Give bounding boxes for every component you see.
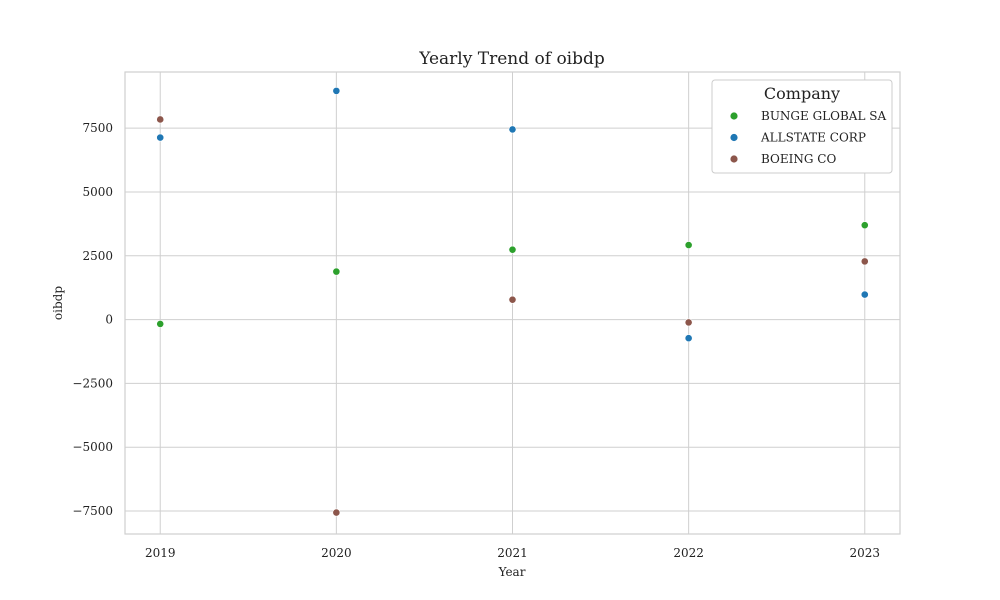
y-tick-label: 0 [105, 313, 113, 327]
legend-label: BOEING CO [761, 152, 836, 166]
x-tick-label: 2023 [849, 546, 880, 560]
legend-marker [730, 133, 738, 142]
x-tick-label: 2021 [497, 546, 528, 560]
legend-items: BUNGE GLOBAL SA ALLSTATE CORP BOEING CO [730, 109, 886, 166]
legend: Company BUNGE GLOBAL SA ALLSTATE CORP BOEI… [711, 79, 893, 174]
chart-title: Yearly Trend of oibdp [418, 49, 605, 69]
legend-marker [730, 112, 738, 120]
x-axis-label: Year [498, 565, 526, 579]
y-tick-label: 2500 [82, 249, 113, 263]
y-tick-label: 5000 [82, 185, 113, 199]
y-tick-label: −2500 [72, 376, 113, 390]
x-tick-label: 2020 [321, 546, 352, 560]
data-point [860, 257, 869, 266]
legend-title: Company [764, 84, 840, 103]
legend-label: ALLSTATE CORP [760, 131, 866, 145]
y-tick-label: −5000 [72, 440, 113, 454]
data-point [508, 295, 517, 304]
data-point [332, 508, 341, 517]
y-axis-label: oibdp [51, 286, 65, 320]
data-point [684, 241, 693, 249]
y-tick-label: −7500 [72, 504, 113, 518]
data-point [860, 221, 869, 230]
data-point [860, 290, 869, 299]
x-tick-label: 2019 [145, 546, 176, 560]
data-point [684, 334, 693, 343]
data-point [332, 267, 341, 276]
legend-label: BUNGE GLOBAL SA [761, 109, 886, 123]
data-point [684, 318, 693, 327]
data-point [156, 133, 165, 142]
data-point [156, 115, 165, 124]
data-points [156, 86, 869, 517]
legend-box [711, 79, 893, 174]
data-point [508, 245, 517, 254]
tick-labels: 2019 2020 2021 2022 2023 −7500 −5000 −2500 0 2500… [72, 121, 880, 560]
plot-frame [124, 71, 901, 535]
data-point [156, 320, 165, 328]
x-tick-label: 2022 [673, 546, 704, 560]
y-tick-label: 7500 [82, 121, 113, 135]
legend-marker [730, 155, 738, 163]
grid [125, 72, 900, 534]
data-point [332, 86, 341, 95]
data-point [508, 125, 517, 134]
